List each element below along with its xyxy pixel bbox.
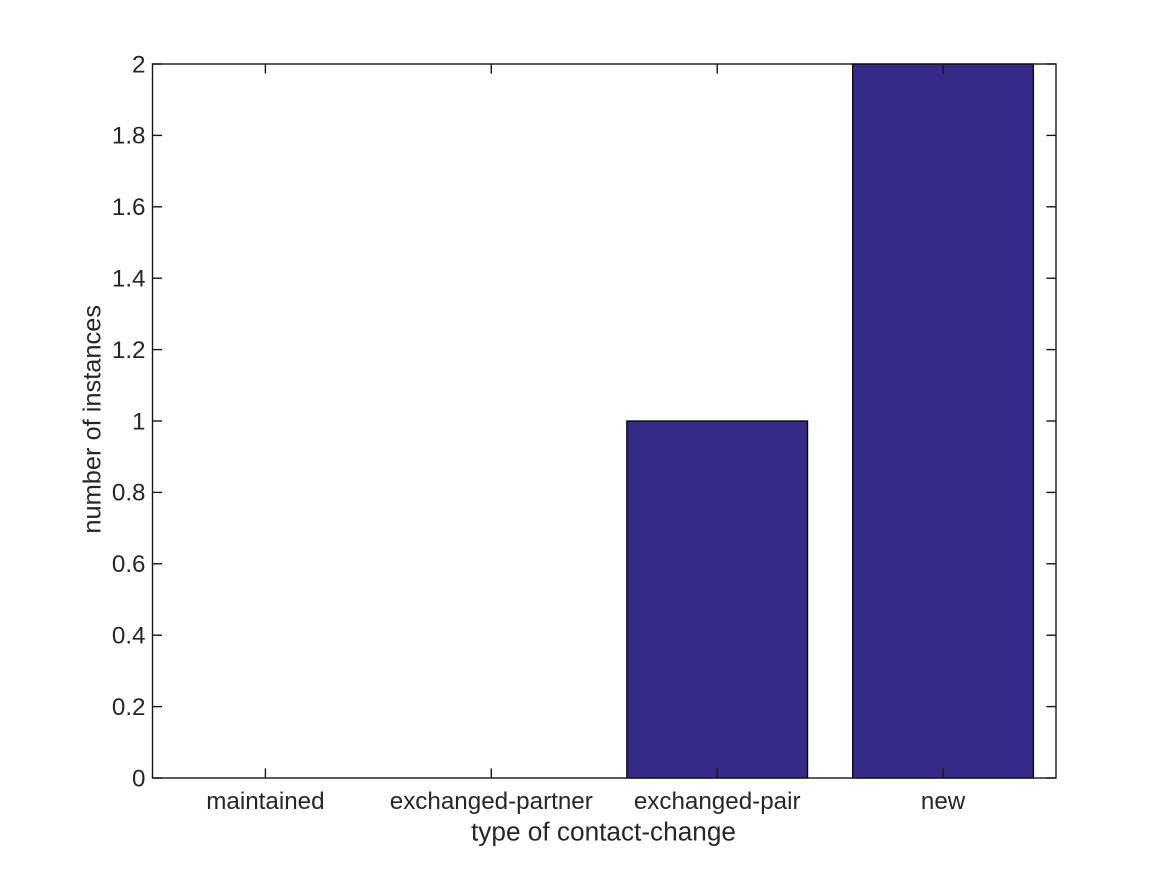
svg-text:exchanged-partner: exchanged-partner — [390, 788, 593, 815]
svg-text:type of contact-change: type of contact-change — [471, 816, 736, 846]
svg-text:number of instances: number of instances — [78, 305, 106, 534]
svg-text:0.4: 0.4 — [112, 623, 146, 650]
svg-text:1.8: 1.8 — [112, 123, 146, 150]
svg-text:1.6: 1.6 — [112, 194, 146, 221]
svg-text:new: new — [921, 788, 966, 815]
svg-text:2: 2 — [132, 51, 145, 78]
svg-text:1: 1 — [132, 408, 145, 435]
svg-text:exchanged-pair: exchanged-pair — [634, 788, 801, 815]
svg-text:1.4: 1.4 — [112, 266, 146, 293]
svg-text:0.6: 0.6 — [112, 551, 146, 578]
svg-text:0: 0 — [132, 765, 145, 792]
svg-text:maintained: maintained — [206, 788, 324, 815]
svg-text:0.8: 0.8 — [112, 480, 146, 507]
svg-text:0.2: 0.2 — [112, 694, 146, 721]
svg-text:1.2: 1.2 — [112, 337, 146, 364]
